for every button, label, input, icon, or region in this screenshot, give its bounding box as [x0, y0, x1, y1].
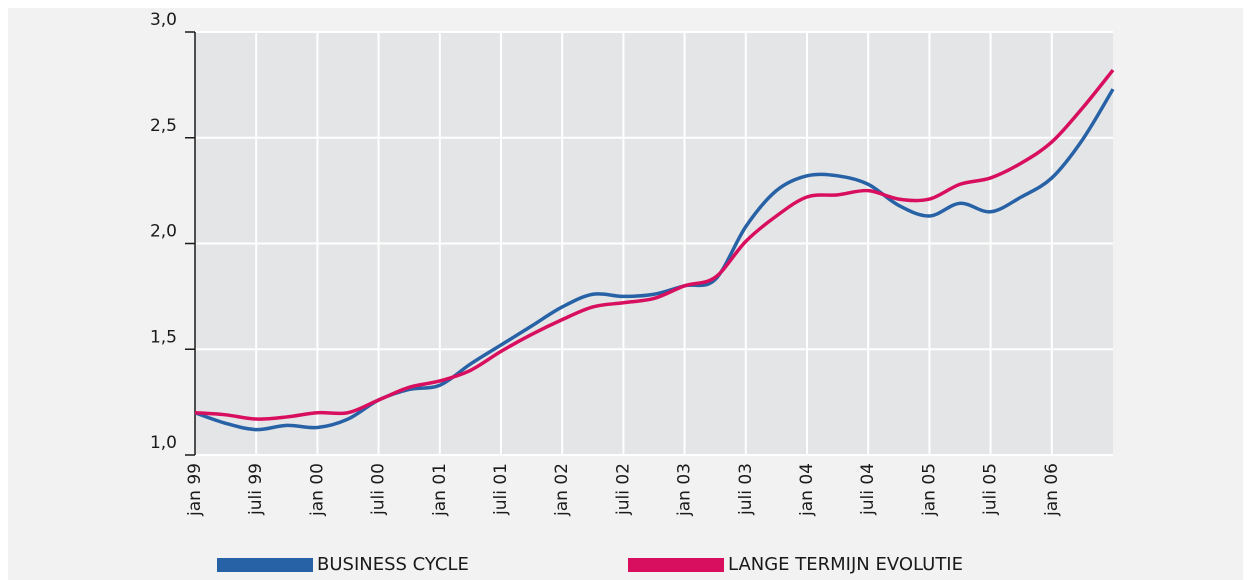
y-tick-label: 2,5 [150, 116, 177, 136]
x-tick-label: jan 99 [185, 463, 205, 517]
x-tick-label: juli 04 [858, 463, 878, 516]
x-tick-label: juli 02 [613, 463, 633, 516]
legend-label: BUSINESS CYCLE [317, 554, 469, 575]
legend-swatch [217, 558, 313, 572]
y-tick-label: 1,5 [150, 327, 177, 347]
x-tick-label: jan 02 [552, 463, 572, 517]
x-tick-label: juli 01 [491, 463, 511, 516]
x-tick-label: jan 00 [307, 463, 327, 517]
x-tick-label: jan 06 [1042, 463, 1062, 517]
line [194, 88, 1115, 432]
legend-swatch [628, 558, 724, 572]
line [194, 68, 1115, 421]
x-tick-label: jan 01 [430, 463, 450, 517]
x-tick-label: juli 05 [981, 463, 1001, 516]
x-tick-label: jan 05 [919, 463, 939, 517]
x-tick-label: juli 03 [736, 463, 756, 516]
x-tick-label: juli 99 [246, 463, 266, 516]
x-tick-label: juli 00 [369, 463, 389, 516]
y-tick-label: 1,0 [150, 433, 177, 453]
legend-label: LANGE TERMIJN EVOLUTIE [728, 554, 963, 575]
x-tick-label: jan 03 [675, 463, 695, 517]
y-tick-label: 2,0 [150, 222, 177, 242]
x-tick-label: jan 04 [797, 463, 817, 517]
y-tick-label: 3,0 [150, 10, 177, 30]
